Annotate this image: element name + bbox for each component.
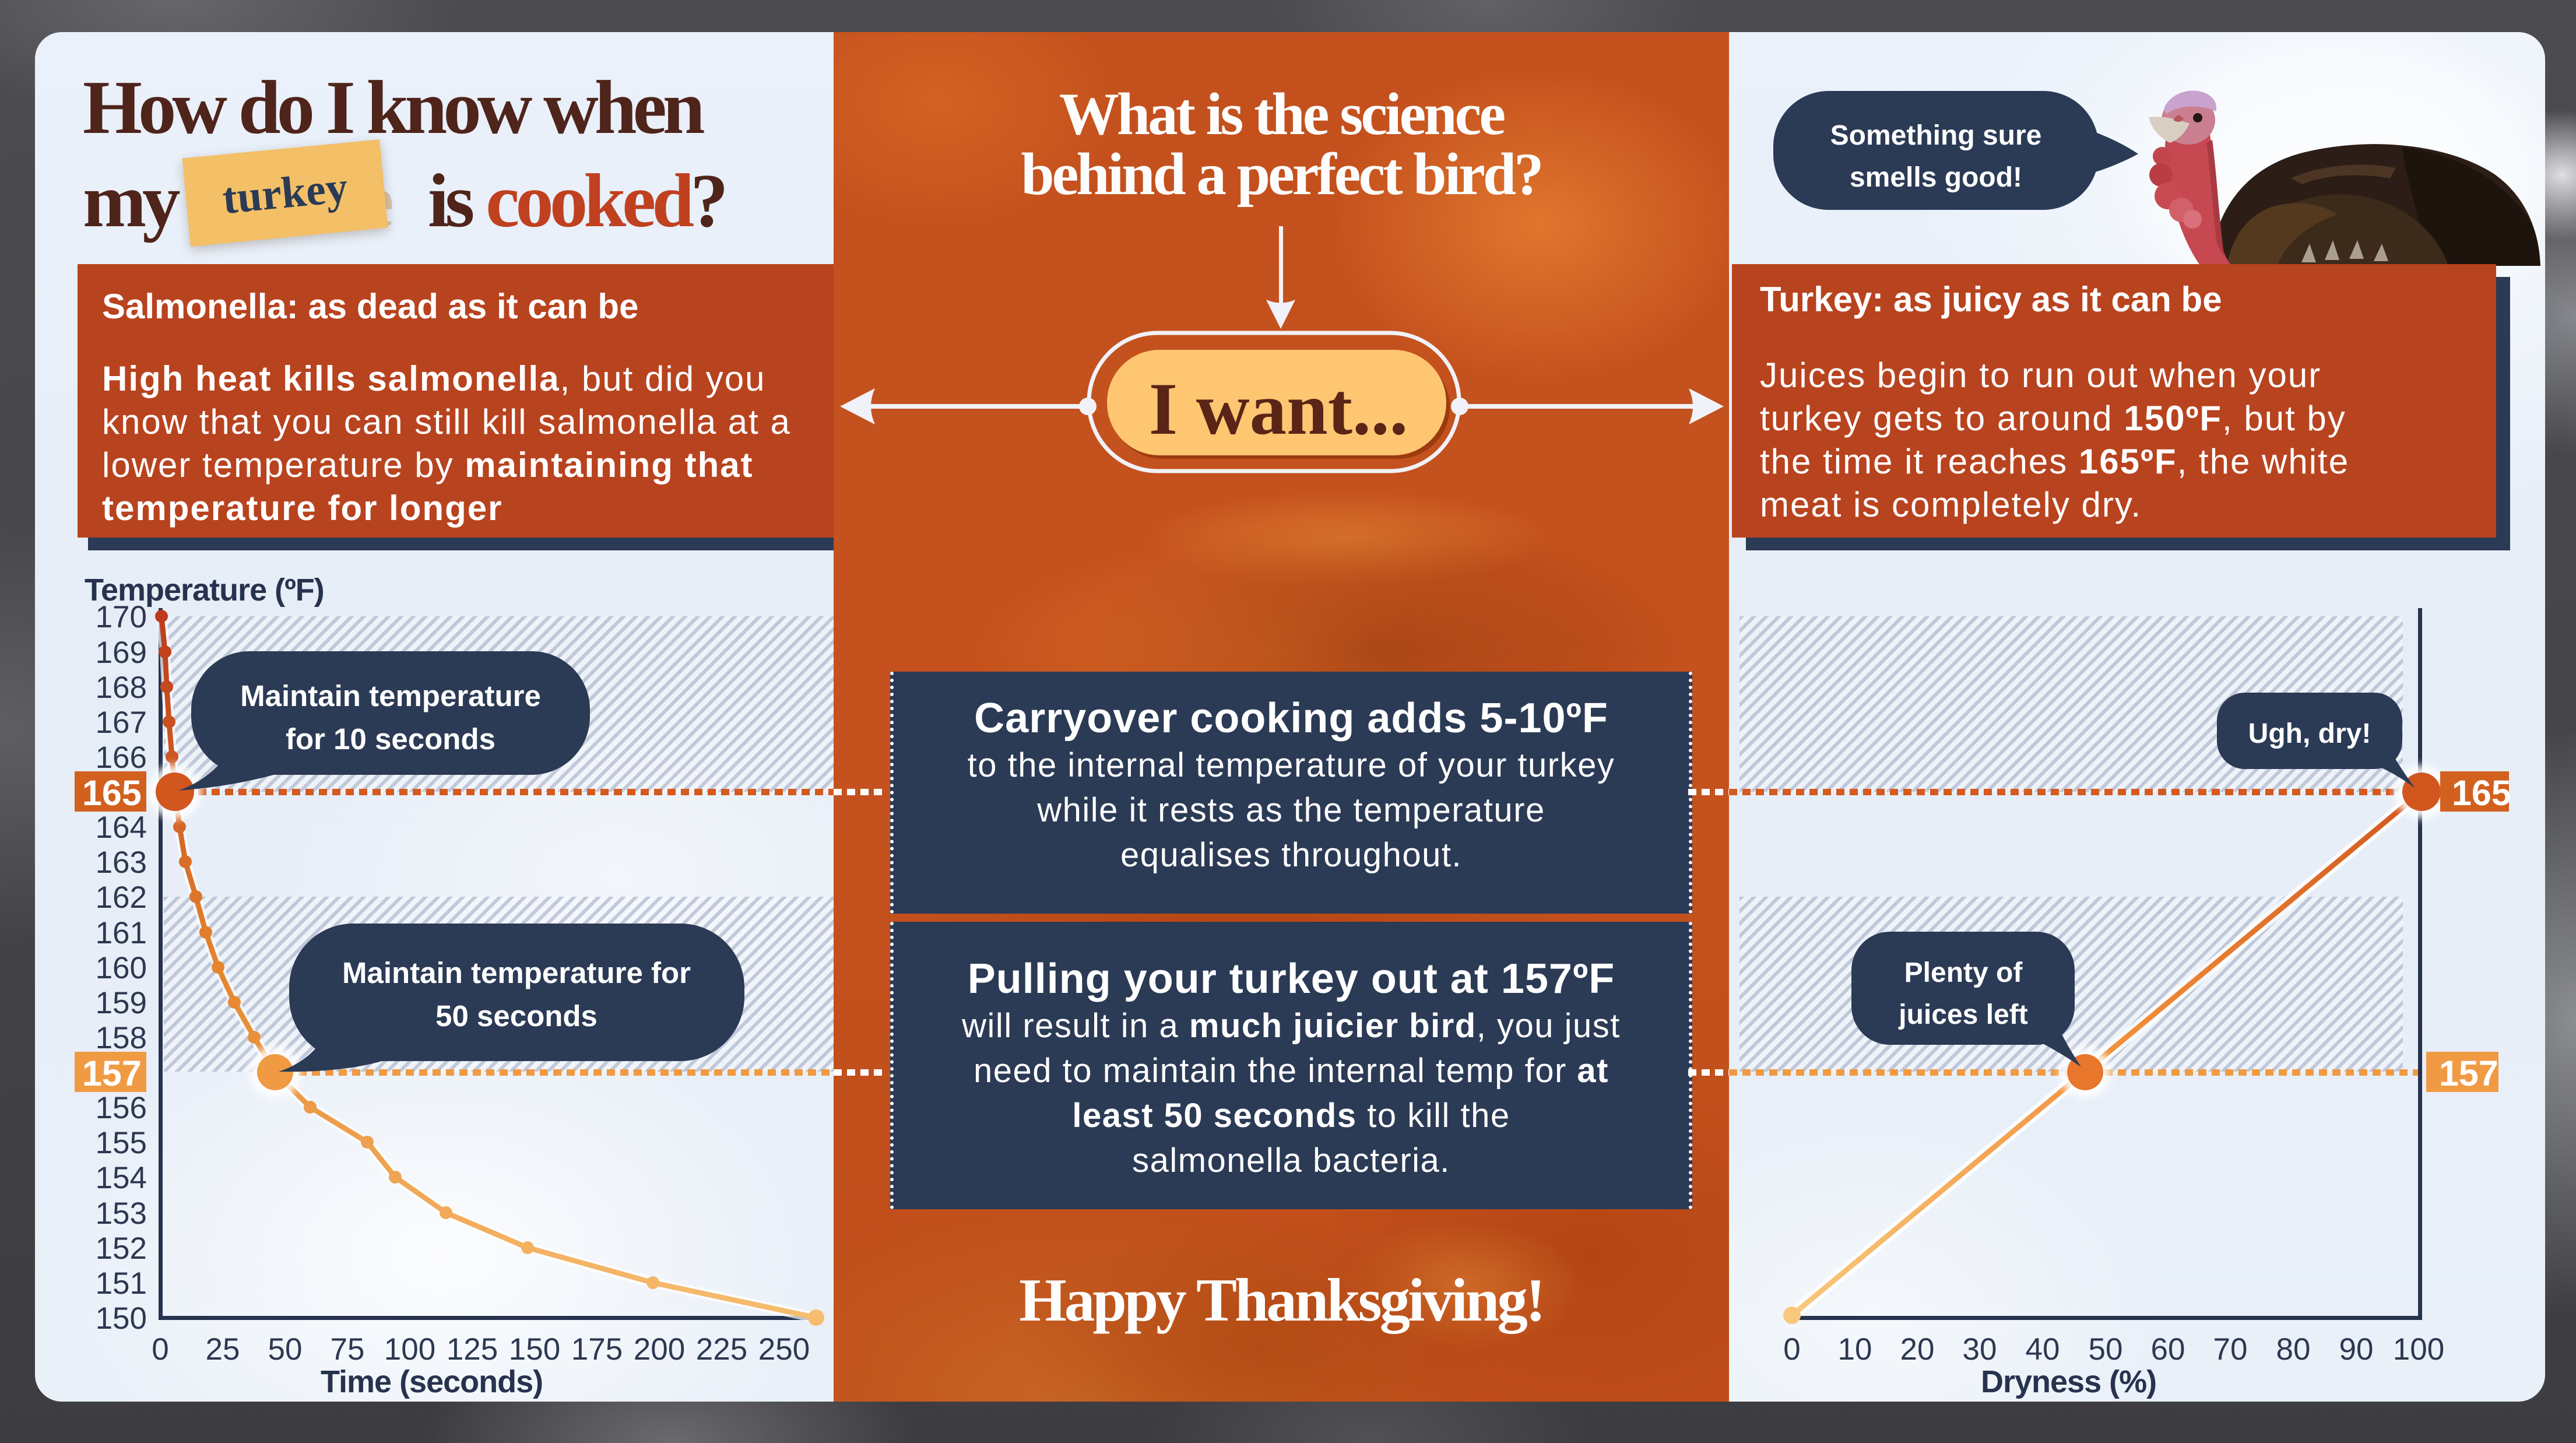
svg-text:165: 165 bbox=[82, 773, 142, 813]
svg-text:169: 169 bbox=[96, 636, 147, 670]
svg-text:158: 158 bbox=[96, 1021, 147, 1055]
svg-text:90: 90 bbox=[2339, 1332, 2374, 1367]
svg-text:100: 100 bbox=[2393, 1332, 2444, 1367]
svg-text:157: 157 bbox=[82, 1054, 142, 1093]
svg-text:I want...: I want... bbox=[1149, 368, 1408, 450]
svg-text:Maintain temperature: Maintain temperature bbox=[240, 679, 541, 712]
svg-text:juices left: juices left bbox=[1898, 999, 2027, 1030]
svg-text:151: 151 bbox=[96, 1266, 147, 1301]
svg-text:40: 40 bbox=[2026, 1332, 2060, 1367]
svg-text:225: 225 bbox=[696, 1332, 747, 1367]
svg-text:250: 250 bbox=[758, 1332, 810, 1367]
svg-text:25: 25 bbox=[206, 1332, 240, 1367]
svg-text:163: 163 bbox=[96, 845, 147, 880]
svg-text:10: 10 bbox=[1838, 1332, 1872, 1367]
svg-text:125: 125 bbox=[447, 1332, 498, 1367]
svg-text:Plenty of: Plenty of bbox=[1904, 957, 2023, 988]
svg-text:50 seconds: 50 seconds bbox=[435, 999, 598, 1033]
svg-text:80: 80 bbox=[2276, 1332, 2311, 1367]
svg-text:166: 166 bbox=[96, 740, 147, 775]
svg-text:150: 150 bbox=[509, 1332, 560, 1367]
svg-text:20: 20 bbox=[1900, 1332, 1935, 1367]
svg-text:168: 168 bbox=[96, 670, 147, 705]
svg-text:175: 175 bbox=[571, 1332, 623, 1367]
svg-text:75: 75 bbox=[331, 1332, 365, 1367]
svg-text:Something sure: Something sure bbox=[1830, 120, 2042, 151]
svg-text:50: 50 bbox=[268, 1332, 303, 1367]
svg-text:152: 152 bbox=[96, 1231, 147, 1266]
svg-text:50: 50 bbox=[2089, 1332, 2123, 1367]
svg-text:Ugh, dry!: Ugh, dry! bbox=[2248, 718, 2371, 749]
svg-text:0: 0 bbox=[152, 1332, 168, 1367]
svg-text:0: 0 bbox=[1783, 1332, 1800, 1367]
svg-text:for 10 seconds: for 10 seconds bbox=[286, 722, 495, 756]
svg-text:Maintain temperature for: Maintain temperature for bbox=[342, 956, 691, 989]
svg-text:156: 156 bbox=[96, 1091, 147, 1125]
svg-text:160: 160 bbox=[96, 951, 147, 985]
svg-text:165: 165 bbox=[2452, 773, 2511, 813]
svg-text:162: 162 bbox=[96, 880, 147, 915]
svg-text:170: 170 bbox=[96, 600, 147, 634]
svg-text:155: 155 bbox=[96, 1126, 147, 1160]
svg-text:153: 153 bbox=[96, 1196, 147, 1231]
svg-text:100: 100 bbox=[384, 1332, 435, 1367]
svg-text:60: 60 bbox=[2151, 1332, 2185, 1367]
svg-text:167: 167 bbox=[96, 705, 147, 740]
svg-text:200: 200 bbox=[634, 1332, 685, 1367]
svg-text:159: 159 bbox=[96, 986, 147, 1020]
svg-text:30: 30 bbox=[1963, 1332, 1997, 1367]
svg-text:70: 70 bbox=[2213, 1332, 2248, 1367]
svg-text:smells good!: smells good! bbox=[1850, 162, 2022, 193]
svg-text:161: 161 bbox=[96, 916, 147, 950]
svg-text:150: 150 bbox=[96, 1301, 147, 1336]
svg-text:157: 157 bbox=[2439, 1054, 2498, 1093]
svg-text:164: 164 bbox=[96, 810, 147, 845]
svg-text:154: 154 bbox=[96, 1161, 147, 1195]
